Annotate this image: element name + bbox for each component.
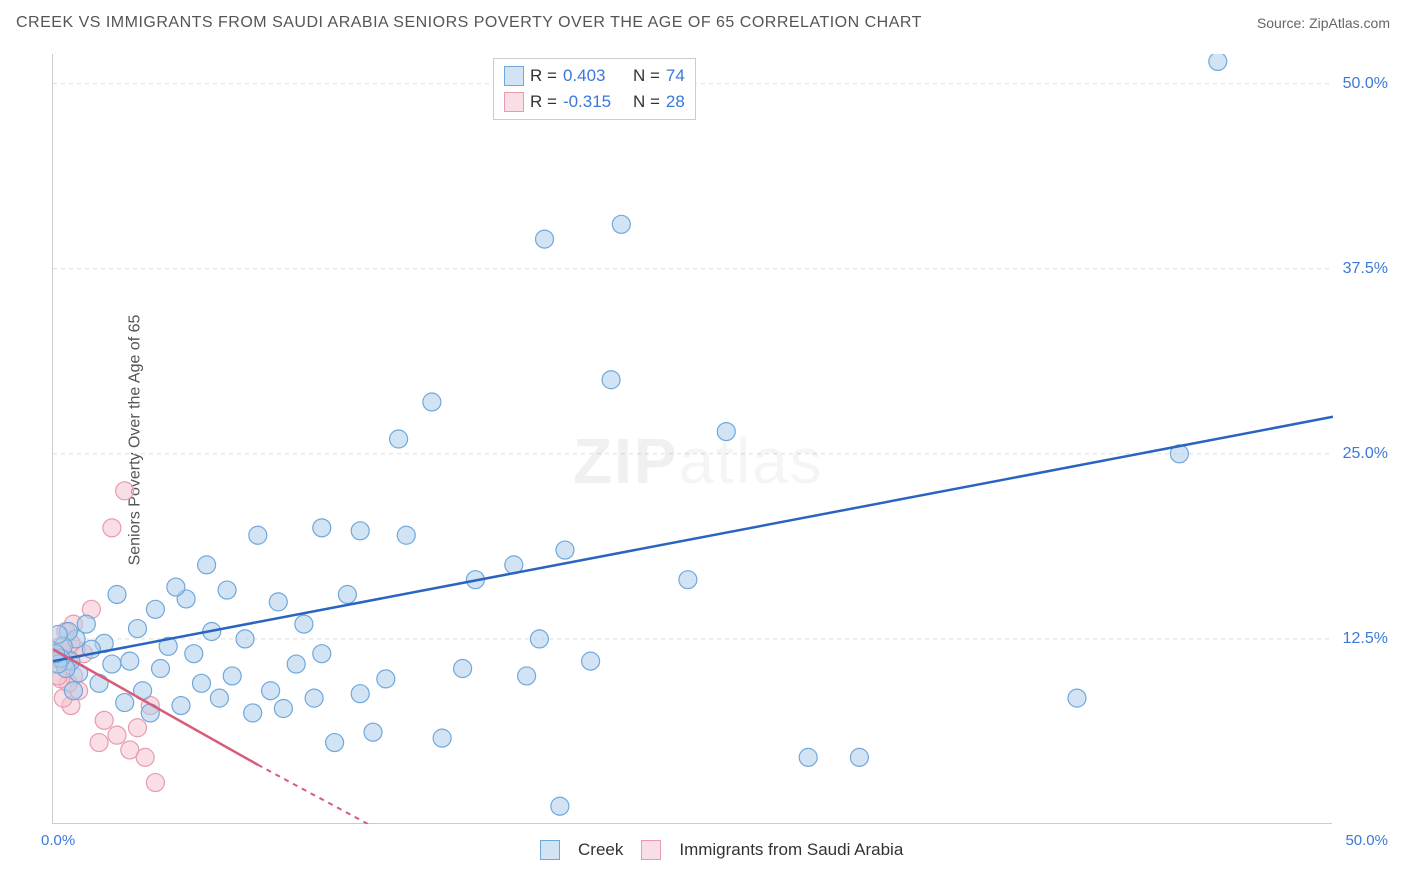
series-label: Immigrants from Saudi Arabia bbox=[679, 840, 903, 860]
r-label: R = bbox=[530, 66, 557, 86]
r-value: 0.403 bbox=[563, 66, 627, 86]
n-value: 74 bbox=[666, 66, 685, 86]
correlation-legend: R = 0.403 N = 74 R = -0.315 N = 28 bbox=[493, 58, 696, 120]
y-tick-label: 12.5% bbox=[1338, 630, 1388, 648]
series-label: Creek bbox=[578, 840, 623, 860]
blue-series-swatch-icon bbox=[540, 840, 560, 860]
x-axis-start-label: 0.0% bbox=[41, 832, 75, 849]
pink-series-swatch-icon bbox=[641, 840, 661, 860]
plot-area: ZIPatlas R =0.403N =74R =-0.315N =28 0.0… bbox=[52, 54, 1332, 824]
r-value: -0.315 bbox=[563, 92, 627, 112]
chart-title: CREEK VS IMMIGRANTS FROM SAUDI ARABIA SE… bbox=[16, 14, 922, 32]
y-tick-label: 25.0% bbox=[1338, 445, 1388, 463]
pink-swatch-icon bbox=[504, 92, 524, 112]
chart-svg bbox=[53, 54, 1333, 824]
y-tick-label: 37.5% bbox=[1338, 260, 1388, 278]
n-label: N = bbox=[633, 92, 660, 112]
y-tick-label: 50.0% bbox=[1338, 75, 1388, 93]
n-label: N = bbox=[633, 66, 660, 86]
x-axis-end-label: 50.0% bbox=[1345, 832, 1388, 849]
n-value: 28 bbox=[666, 92, 685, 112]
blue-swatch-icon bbox=[504, 66, 524, 86]
source-label: Source: ZipAtlas.com bbox=[1257, 15, 1390, 31]
series-legend: Creek Immigrants from Saudi Arabia bbox=[540, 840, 903, 860]
r-label: R = bbox=[530, 92, 557, 112]
